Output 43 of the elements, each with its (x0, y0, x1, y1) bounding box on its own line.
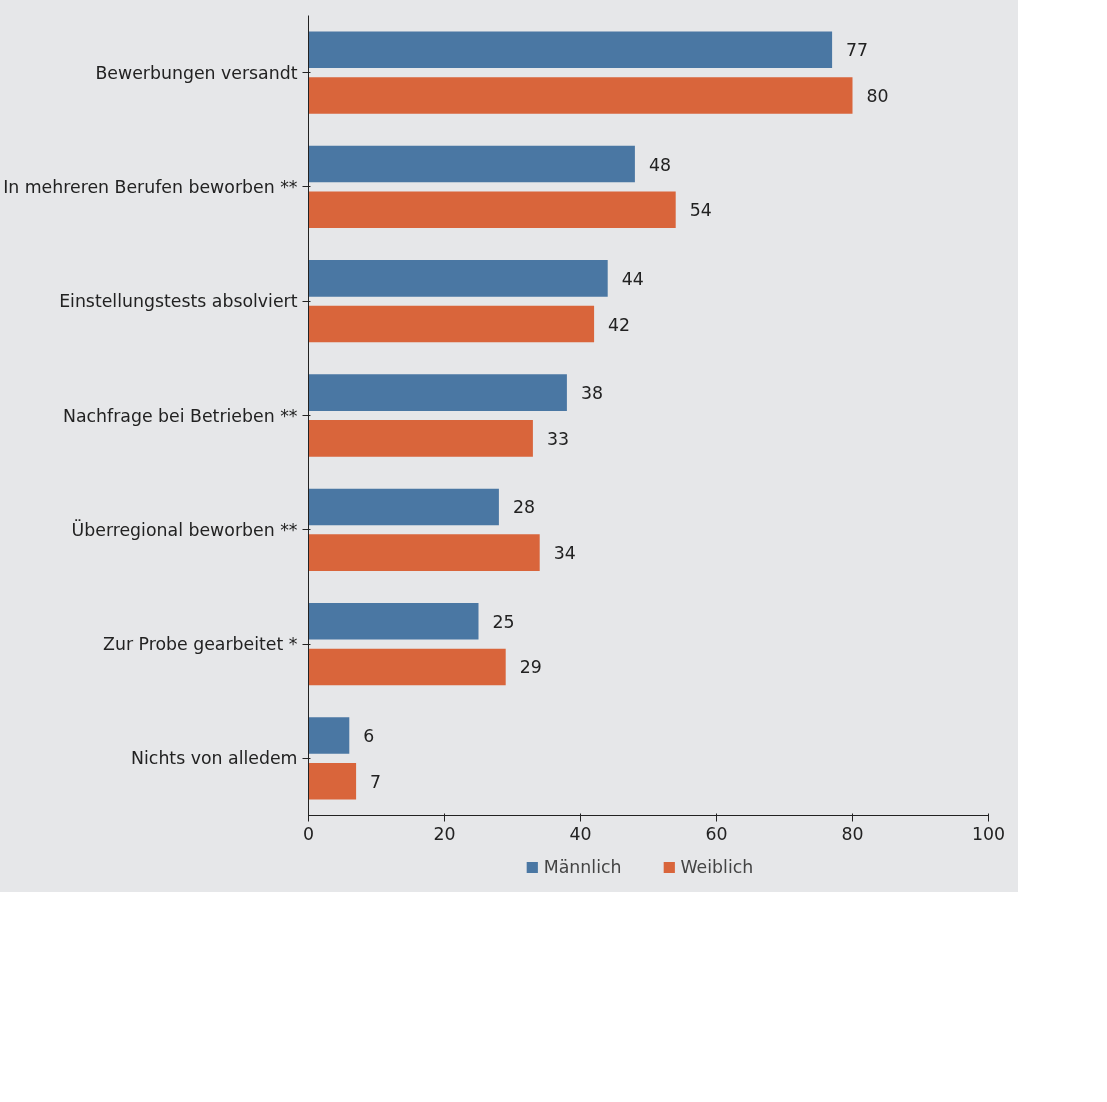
bar (308, 77, 853, 114)
data-label: 38 (580, 383, 603, 404)
bar (308, 534, 540, 571)
bar (308, 260, 608, 297)
data-label: 80 (866, 86, 889, 106)
data-label: 42 (608, 314, 631, 335)
bar (308, 717, 350, 754)
bar (308, 602, 479, 640)
y-tick-label: Zur Probe gearbeitet * (103, 634, 298, 655)
bar (308, 191, 676, 229)
y-tick-label: Nichts von alledem (131, 748, 298, 769)
y-tick-label: In mehreren Berufen beworben ** (3, 176, 298, 197)
bar (308, 305, 595, 343)
bar (308, 488, 499, 526)
x-tick-label: 0 (302, 823, 315, 844)
x-tick-label: 60 (705, 823, 728, 844)
x-tick-label: 40 (569, 823, 592, 844)
data-label: 7 (370, 771, 382, 792)
bar (308, 762, 357, 800)
bar (308, 648, 506, 686)
data-label: 48 (648, 154, 671, 175)
data-label: 44 (621, 268, 644, 289)
data-label: 54 (689, 200, 712, 221)
data-label: 6 (363, 726, 375, 746)
legend-label: Männlich (543, 857, 622, 877)
legend-label: Weiblich (680, 857, 754, 877)
x-tick-label: 80 (841, 823, 864, 844)
bar (308, 420, 533, 457)
y-tick-label: Überregional beworben ** (71, 518, 298, 540)
data-label: 34 (553, 543, 576, 564)
data-label: 25 (492, 611, 515, 632)
bar (308, 31, 833, 69)
y-tick-label: Einstellungstests absolviert (59, 291, 298, 312)
x-tick-label: 100 (971, 823, 1006, 844)
data-label: 28 (512, 497, 535, 518)
data-label: 77 (846, 40, 869, 61)
bar (308, 145, 635, 183)
data-label: 33 (546, 428, 569, 449)
x-tick-label: 20 (433, 823, 456, 844)
y-tick-label: Bewerbungen versandt (95, 62, 298, 83)
y-tick-label: Nachfrage bei Betrieben ** (62, 405, 298, 426)
bar (308, 374, 567, 411)
data-label: 29 (519, 657, 542, 678)
